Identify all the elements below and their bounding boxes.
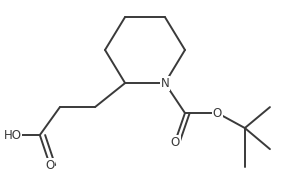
Text: O: O bbox=[170, 136, 180, 149]
Text: O: O bbox=[45, 159, 55, 171]
Text: O: O bbox=[213, 107, 222, 120]
Text: N: N bbox=[160, 77, 169, 90]
Text: HO: HO bbox=[3, 129, 22, 142]
